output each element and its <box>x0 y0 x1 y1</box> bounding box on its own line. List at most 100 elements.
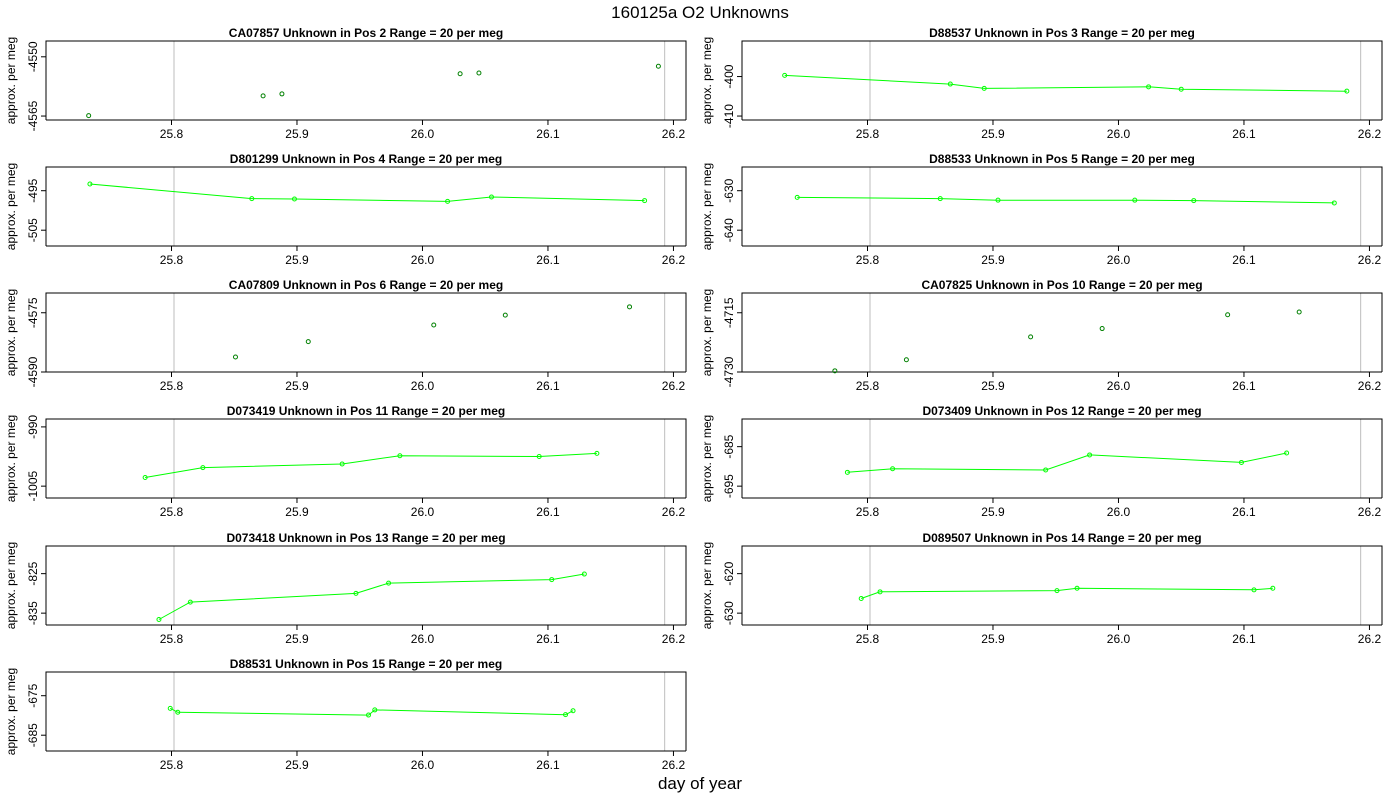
series-line <box>861 587 1273 599</box>
x-tick-label: 25.8 <box>160 127 184 141</box>
data-point <box>1178 86 1184 92</box>
panel-title: D073409 Unknown in Pos 12 Range = 20 per… <box>922 404 1201 418</box>
panel-title: D801299 Unknown in Pos 4 Range = 20 per … <box>230 152 502 166</box>
data-point <box>366 712 372 718</box>
data-point <box>570 708 576 714</box>
x-tick-label: 26.1 <box>1232 127 1256 141</box>
x-tick-label: 26.1 <box>536 632 560 646</box>
data-point <box>1270 585 1276 591</box>
data-point <box>305 339 311 345</box>
x-tick-label: 26.0 <box>411 758 435 772</box>
x-tick-label: 26.1 <box>1232 632 1256 646</box>
data-point <box>1238 459 1244 465</box>
data-point <box>794 194 800 200</box>
data-point <box>947 81 953 87</box>
data-point <box>563 712 569 718</box>
y-tick-label: -400 <box>722 64 736 88</box>
data-point <box>87 181 93 187</box>
data-point <box>372 707 378 713</box>
panel-9: D073418 Unknown in Pos 13 Range = 20 per… <box>4 531 687 646</box>
x-tick-label: 26.0 <box>411 505 435 519</box>
y-tick-label: -685 <box>26 723 40 747</box>
plot-frame <box>741 40 1383 120</box>
data-point <box>1191 198 1197 204</box>
x-tick-label: 26.1 <box>1232 505 1256 519</box>
data-point <box>167 705 173 711</box>
x-tick-label: 26.0 <box>1107 253 1131 267</box>
x-tick-label: 26.2 <box>662 632 686 646</box>
data-point <box>1146 84 1152 90</box>
data-point <box>981 85 987 91</box>
data-point <box>488 194 494 200</box>
panel-title: D88531 Unknown in Pos 15 Range = 20 per … <box>230 657 502 671</box>
data-point <box>502 312 508 318</box>
data-point <box>1028 334 1034 340</box>
y-tick-label: -825 <box>26 561 40 585</box>
x-tick-label: 25.8 <box>160 379 184 393</box>
x-tick-label: 25.8 <box>856 505 880 519</box>
x-tick-label: 26.2 <box>662 758 686 772</box>
series-line <box>847 452 1287 473</box>
y-tick-label: -4575 <box>26 297 40 328</box>
y-tick-label: -4590 <box>26 356 40 387</box>
x-tick-label: 25.8 <box>856 632 880 646</box>
x-tick-label: 26.0 <box>1107 505 1131 519</box>
x-tick-label: 26.1 <box>1232 253 1256 267</box>
y-tick-label: -4730 <box>722 356 736 387</box>
x-tick-label: 26.1 <box>536 379 560 393</box>
series-line <box>145 452 597 478</box>
y-tick-label: -620 <box>722 561 736 585</box>
data-point <box>832 368 838 374</box>
y-axis-title: approx. per meg <box>4 163 18 250</box>
y-tick-label: -410 <box>722 104 736 128</box>
panel-11: D88531 Unknown in Pos 15 Range = 20 per … <box>4 657 687 772</box>
panel-title: D88533 Unknown in Pos 5 Range = 20 per m… <box>929 152 1195 166</box>
plot-frame <box>45 671 687 751</box>
x-tick-label: 25.9 <box>981 127 1005 141</box>
data-point <box>279 91 285 97</box>
y-axis-title: approx. per meg <box>700 163 714 250</box>
y-tick-label: -495 <box>26 178 40 202</box>
x-tick-label: 25.9 <box>981 632 1005 646</box>
y-tick-label: -630 <box>722 178 736 202</box>
y-axis-title: approx. per meg <box>700 415 714 502</box>
plot-frame <box>45 166 687 246</box>
data-point <box>1251 587 1257 593</box>
x-tick-label: 25.8 <box>856 379 880 393</box>
data-point <box>142 474 148 480</box>
x-tick-label: 26.2 <box>1358 505 1382 519</box>
data-point <box>232 354 238 360</box>
x-tick-label: 25.8 <box>856 127 880 141</box>
data-point <box>476 70 482 76</box>
x-tick-label: 26.2 <box>662 379 686 393</box>
y-tick-label: -835 <box>26 601 40 625</box>
y-tick-label: -1005 <box>26 470 40 501</box>
data-point <box>200 465 206 471</box>
panel-title: D88537 Unknown in Pos 3 Range = 20 per m… <box>929 26 1195 40</box>
x-tick-label: 26.1 <box>536 758 560 772</box>
data-point <box>1331 200 1337 206</box>
x-axis-title: day of year <box>657 774 743 793</box>
x-tick-label: 26.0 <box>411 127 435 141</box>
series-line <box>784 74 1347 92</box>
data-point <box>397 453 403 459</box>
panel-4: D88533 Unknown in Pos 5 Range = 20 per m… <box>700 152 1383 267</box>
plot-frame <box>45 292 687 372</box>
x-tick-label: 26.2 <box>1358 127 1382 141</box>
plot-frame <box>741 418 1383 498</box>
y-axis-title: approx. per meg <box>700 37 714 124</box>
y-tick-label: -630 <box>722 601 736 625</box>
x-tick-label: 25.9 <box>285 758 309 772</box>
y-axis-title: approx. per meg <box>4 542 18 629</box>
panel-title: D073419 Unknown in Pos 11 Range = 20 per… <box>227 404 505 418</box>
x-tick-label: 26.1 <box>536 505 560 519</box>
data-point <box>1225 312 1231 318</box>
data-point <box>1284 450 1290 456</box>
data-point <box>445 198 451 204</box>
data-point <box>339 461 345 467</box>
x-tick-label: 25.9 <box>981 253 1005 267</box>
panel-10: D089507 Unknown in Pos 14 Range = 20 per… <box>700 531 1383 646</box>
data-point <box>995 197 1001 203</box>
x-tick-label: 26.1 <box>536 127 560 141</box>
